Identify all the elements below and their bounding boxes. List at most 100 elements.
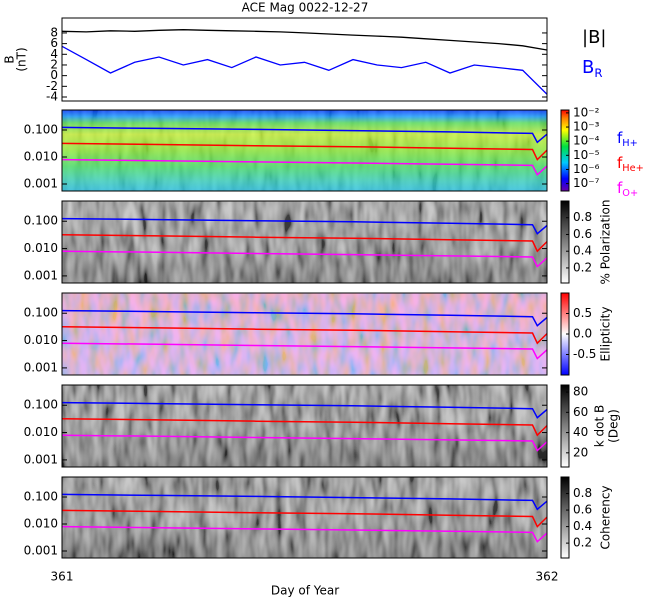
colorbar-tick-label: 0.4 <box>573 519 592 533</box>
y-tick-label: 0.100 <box>24 489 58 503</box>
series-line <box>62 342 547 360</box>
series-line <box>62 45 547 95</box>
legend-label: |B| <box>582 27 606 48</box>
colorbar-label: % Polarization <box>599 200 613 285</box>
y-tick-label: 0.010 <box>24 333 58 347</box>
y-tick-label: 0.010 <box>24 241 58 255</box>
series-line <box>62 250 547 268</box>
colorbar <box>560 384 570 468</box>
legend-label: BR <box>582 57 602 80</box>
legend-subscript: H+ <box>622 138 638 149</box>
y-tick-label: 0.001 <box>24 360 58 374</box>
legend-name: f <box>617 154 623 172</box>
y-tick-label: 0.001 <box>24 176 58 190</box>
series-line <box>62 309 547 327</box>
x-axis-label: Day of Year <box>271 584 339 598</box>
y-axis-label: B <box>3 55 17 63</box>
plot-frame <box>61 109 548 192</box>
colorbar-tick-label: 20 <box>573 445 588 459</box>
colorbar-tick-label: 60 <box>573 405 588 419</box>
colorbar-tick-label: 0.2 <box>573 536 592 550</box>
series-line <box>62 29 547 51</box>
colorbar-tick-label: 0.6 <box>573 503 592 517</box>
legend-subscript: He+ <box>622 163 644 174</box>
series-line <box>62 434 547 452</box>
x-tick-label: 362 <box>536 570 559 584</box>
series-line <box>62 217 547 235</box>
legend-subscript: R <box>594 66 602 80</box>
legend-name: |B| <box>582 27 606 48</box>
y-tick-label: 6 <box>50 36 58 50</box>
plot-frame <box>61 476 548 559</box>
spectrogram-texture <box>62 385 547 467</box>
colorbar-tick-label: 0.8 <box>573 210 592 224</box>
colorbar-tick-label: 0.0 <box>573 327 592 341</box>
plot-frame <box>61 292 548 376</box>
series-line <box>62 493 547 511</box>
y-axis-label-unit: (nT) <box>15 47 29 71</box>
colorbar-label-unit: (Deg) <box>607 409 621 443</box>
y-tick-label: 0.100 <box>24 122 58 136</box>
legend-label: fO+ <box>617 179 638 200</box>
y-tick-label: 0.100 <box>24 214 58 228</box>
plot-frame <box>61 384 548 468</box>
colorbar-tick-label: 80 <box>573 385 588 399</box>
colorbar <box>560 476 570 559</box>
colorbar-tick-label: 10⁻⁶ <box>573 162 600 176</box>
spectrogram-texture <box>62 293 547 375</box>
colorbar-tick-label: 0.5 <box>573 306 592 320</box>
colorbar-label: k dot B <box>593 405 607 447</box>
plot-frame <box>61 17 548 102</box>
series-line <box>62 326 547 345</box>
legend-subscript: O+ <box>622 188 638 199</box>
y-tick-label: 0.001 <box>24 543 58 557</box>
y-tick-label: 0.010 <box>24 425 58 439</box>
colorbar-tick-label: 10⁻⁴ <box>573 134 600 148</box>
spectrogram-texture <box>62 110 547 191</box>
colorbar-tick-label: 10⁻² <box>573 105 600 119</box>
y-tick-label: -4 <box>46 89 58 103</box>
y-tick-label: 2 <box>50 57 58 71</box>
legend-name: B <box>582 57 594 78</box>
colorbar-tick-label: 0.4 <box>573 244 592 258</box>
series-line <box>62 525 547 543</box>
colorbar-tick-label: 0.2 <box>573 260 592 274</box>
chart-title: ACE Mag 0022-12-27 <box>242 1 369 15</box>
colorbar-label: Coherency <box>599 485 613 549</box>
y-tick-label: 0.100 <box>24 398 58 412</box>
series-line <box>62 126 547 144</box>
series-line <box>62 234 547 253</box>
y-tick-label: 8 <box>50 25 58 39</box>
series-line <box>62 418 547 437</box>
y-tick-label: -2 <box>46 79 58 93</box>
colorbar <box>560 109 570 192</box>
legend-name: f <box>617 129 623 147</box>
colorbar <box>560 200 570 284</box>
spectrogram-texture <box>62 201 547 283</box>
x-tick-label: 361 <box>51 570 74 584</box>
series-line <box>62 142 547 161</box>
legend-label: fHe+ <box>617 154 644 175</box>
colorbar-tick-label: 0.6 <box>573 227 592 241</box>
legend-name: f <box>617 179 623 197</box>
colorbar-tick-label: 10⁻³ <box>573 120 600 134</box>
colorbar-tick-label: 10⁻⁷ <box>573 176 600 190</box>
spectrogram-texture <box>62 477 547 558</box>
legend-label: fH+ <box>617 129 638 150</box>
colorbar-tick-label: -0.5 <box>573 347 596 361</box>
y-tick-label: 0.001 <box>24 452 58 466</box>
colorbar-tick-label: 0.8 <box>573 486 592 500</box>
colorbar-label: Ellipticity <box>599 307 613 362</box>
y-tick-label: 0.100 <box>24 306 58 320</box>
y-tick-label: 4 <box>50 47 58 61</box>
colorbar-tick-label: 10⁻⁵ <box>573 148 600 162</box>
series-line <box>62 509 547 528</box>
series-line <box>62 401 547 419</box>
y-tick-label: 0.001 <box>24 268 58 282</box>
colorbar-tick-label: 40 <box>573 425 588 439</box>
y-tick-label: 0.010 <box>24 516 58 530</box>
y-tick-label: 0.010 <box>24 149 58 163</box>
plot-frame <box>61 200 548 284</box>
series-line <box>62 158 547 176</box>
